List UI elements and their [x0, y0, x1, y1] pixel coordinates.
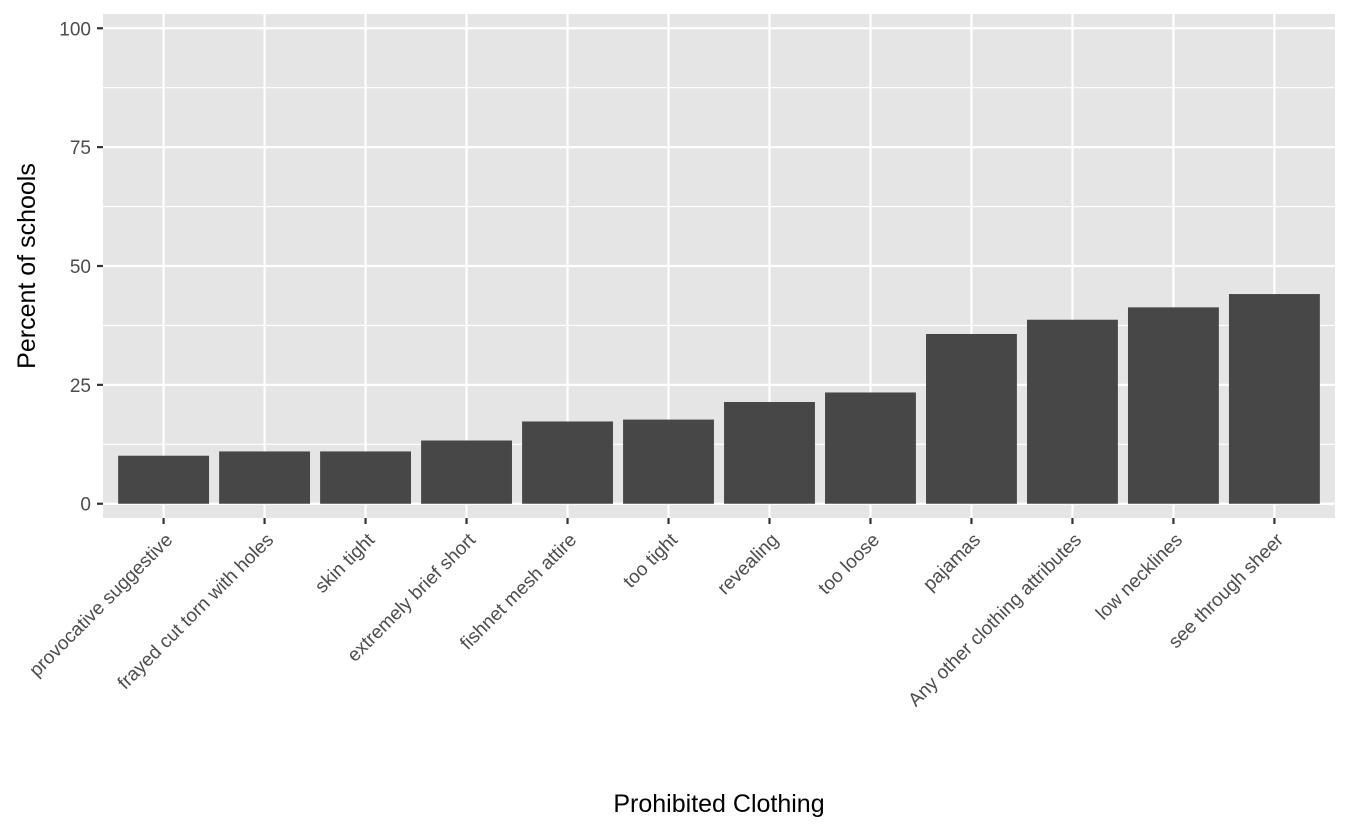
- x-tick-label: pajamas: [919, 530, 985, 596]
- x-tick-label: revealing: [714, 530, 783, 599]
- x-tick-label: too loose: [815, 530, 884, 599]
- bars: [118, 294, 1320, 504]
- y-tick-label: 0: [80, 495, 91, 516]
- y-tick-label: 75: [70, 138, 91, 159]
- bar: [219, 451, 311, 504]
- bar: [421, 440, 512, 504]
- bar: [724, 401, 815, 504]
- bar: [522, 421, 613, 504]
- bar: [1127, 307, 1219, 504]
- bar: [926, 333, 1017, 504]
- x-tick-label: skin tight: [311, 529, 379, 597]
- bar: [623, 419, 714, 504]
- bar: [320, 451, 411, 504]
- y-tick-label: 100: [59, 19, 91, 40]
- y-tick-label: 25: [70, 376, 91, 397]
- y-axis-title: Percent of schools: [13, 163, 41, 369]
- bar: [1228, 294, 1320, 504]
- x-tick-label: too tight: [619, 529, 682, 592]
- bar: [118, 455, 210, 504]
- x-axis-title: Prohibited Clothing: [613, 790, 824, 818]
- x-tick-label: low necklines: [1092, 530, 1187, 625]
- bar: [825, 392, 916, 504]
- y-tick-label: 50: [70, 257, 91, 278]
- bar: [1027, 319, 1118, 504]
- x-tick-label: Any other clothing attributes: [905, 530, 1086, 711]
